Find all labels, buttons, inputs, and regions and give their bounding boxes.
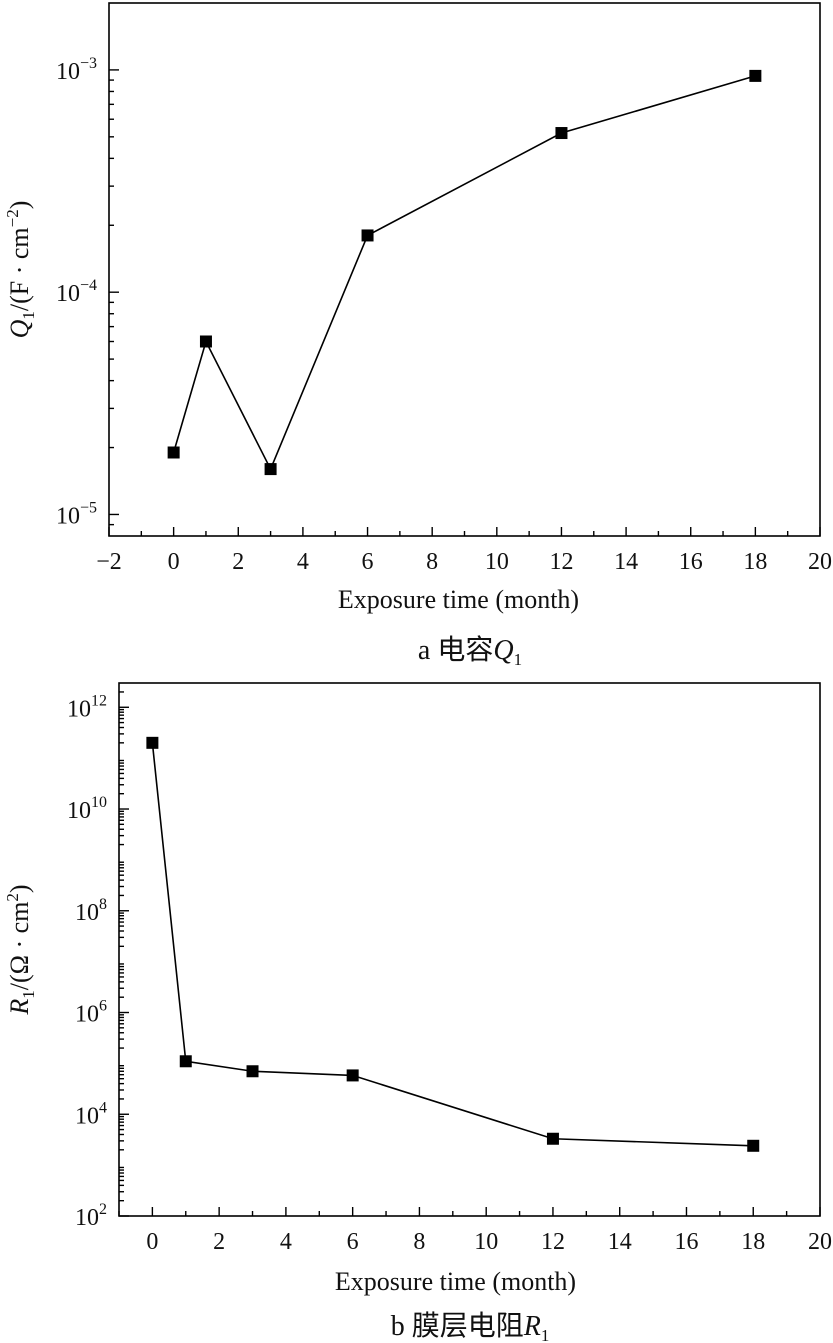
data-point: [555, 127, 568, 140]
x-tick-label: 6: [362, 549, 374, 575]
y-tick-label: 102: [75, 1201, 107, 1231]
x-tick-label: 16: [679, 549, 703, 575]
y-tick-label: 106: [75, 998, 107, 1028]
x-tick-label: 12: [549, 549, 573, 575]
data-point: [747, 1139, 760, 1152]
x-tick-label: 2: [213, 1229, 225, 1255]
x-tick-label: 6: [347, 1229, 359, 1255]
y-tick-label: 104: [75, 1099, 107, 1129]
x-tick-label: 2: [232, 549, 244, 575]
data-point: [346, 1069, 359, 1082]
data-point: [179, 1055, 192, 1068]
chart-caption: a 电容Q1​: [418, 634, 522, 669]
data-point: [199, 335, 212, 348]
x-tick-label: 14: [608, 1229, 632, 1255]
x-tick-label: 18: [743, 549, 767, 575]
x-tick-label: 16: [674, 1229, 698, 1255]
y-tick-label: 1012: [67, 692, 107, 722]
chart-b-resistance: 0 2 4 6 8 10 12 14 16 18 2010210410610810101012Exp…: [3, 682, 832, 1343]
y-axis-label: R1​/(Ω · cm2​): [3, 884, 38, 1015]
x-tick-label: 10: [485, 549, 509, 575]
x-tick-label: −2: [96, 549, 122, 575]
x-tick-label: 12: [541, 1229, 565, 1255]
y-tick-label: 1010: [67, 794, 107, 824]
x-axis-label: Exposure time (month): [338, 585, 579, 614]
data-point: [167, 446, 180, 459]
x-tick-label: 4: [280, 1229, 292, 1255]
x-tick-label: 0: [168, 549, 180, 575]
y-tick-label: 10−5: [56, 499, 97, 529]
x-tick-label: 10: [474, 1229, 498, 1255]
y-tick-label: 10−4: [56, 277, 97, 307]
chart-a-capacitance: −2 0 2 4 6 8 10 12 14 16 18 20 10−5 10−4 10−3 Exposure …: [3, 2, 832, 669]
x-tick-label: 0: [146, 1229, 158, 1255]
data-point: [246, 1065, 259, 1078]
x-tick-label: 18: [741, 1229, 765, 1255]
x-tick-label: 20: [808, 549, 832, 575]
y-tick-label: 108: [75, 896, 107, 926]
data-point: [546, 1132, 559, 1145]
series-line: [172, 75, 756, 472]
data-point: [749, 69, 762, 82]
x-tick-label: 8: [413, 1229, 425, 1255]
y-tick-label: 10−3: [56, 55, 97, 85]
data-point: [146, 736, 159, 749]
x-tick-label: 14: [614, 549, 638, 575]
plot-frame: [108, 2, 821, 537]
series-line: [151, 742, 754, 1147]
data-point: [361, 229, 374, 242]
x-tick-label: 8: [426, 549, 438, 575]
y-axis-label: Q1​/(F · cm−2​): [3, 201, 38, 339]
plot-frame: [118, 682, 821, 1217]
chart-caption: b 膜层电阻R1​: [391, 1310, 550, 1343]
x-tick-label: 4: [297, 549, 309, 575]
x-axis-label: Exposure time (month): [335, 1267, 576, 1296]
x-tick-label: 20: [808, 1229, 832, 1255]
data-point: [264, 463, 277, 476]
